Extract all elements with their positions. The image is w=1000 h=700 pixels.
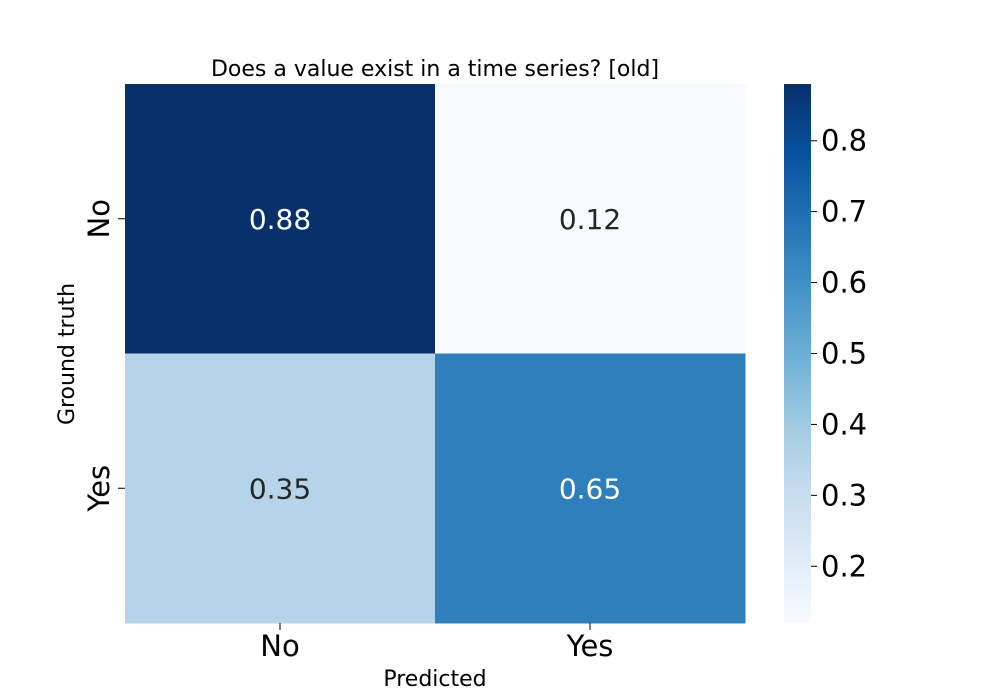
colorbar-ticks: 0.2 0.3 0.4 0.5 0.6 0.7 0.8 bbox=[811, 124, 867, 583]
colorbar-tick-label: 0.4 bbox=[821, 407, 867, 441]
y-axis: No Yes bbox=[82, 199, 125, 513]
colorbar-tick-label: 0.5 bbox=[821, 337, 867, 371]
x-tick-label: No bbox=[260, 629, 299, 663]
chart-title: Does a value exist in a time series? [ol… bbox=[211, 57, 659, 82]
cell-value-label: 0.12 bbox=[559, 203, 621, 236]
heatmap-cell bbox=[435, 84, 746, 354]
x-axis-label: Predicted bbox=[383, 667, 486, 692]
cell-value-label: 0.88 bbox=[249, 203, 311, 236]
heatmap-cells bbox=[125, 84, 746, 624]
heatmap-cell bbox=[125, 353, 436, 624]
cell-value-label: 0.65 bbox=[559, 472, 621, 505]
heatmap-cell bbox=[125, 84, 436, 354]
colorbar-tick-label: 0.6 bbox=[821, 266, 867, 300]
heatmap-cell bbox=[435, 353, 746, 624]
y-tick-label: Yes bbox=[82, 465, 116, 513]
y-axis-label: Ground truth bbox=[55, 283, 80, 425]
y-tick-label: No bbox=[82, 199, 116, 238]
heatmap-cell-labels: 0.88 0.12 0.35 0.65 bbox=[249, 203, 621, 506]
x-axis: No Yes bbox=[260, 623, 613, 663]
x-tick-label: Yes bbox=[566, 629, 614, 663]
colorbar bbox=[784, 84, 811, 623]
colorbar-tick-label: 0.7 bbox=[821, 195, 867, 229]
colorbar-tick-label: 0.3 bbox=[821, 478, 867, 512]
cell-value-label: 0.35 bbox=[249, 472, 311, 505]
colorbar-tick-label: 0.8 bbox=[821, 124, 867, 158]
colorbar-tick-label: 0.2 bbox=[821, 549, 867, 583]
